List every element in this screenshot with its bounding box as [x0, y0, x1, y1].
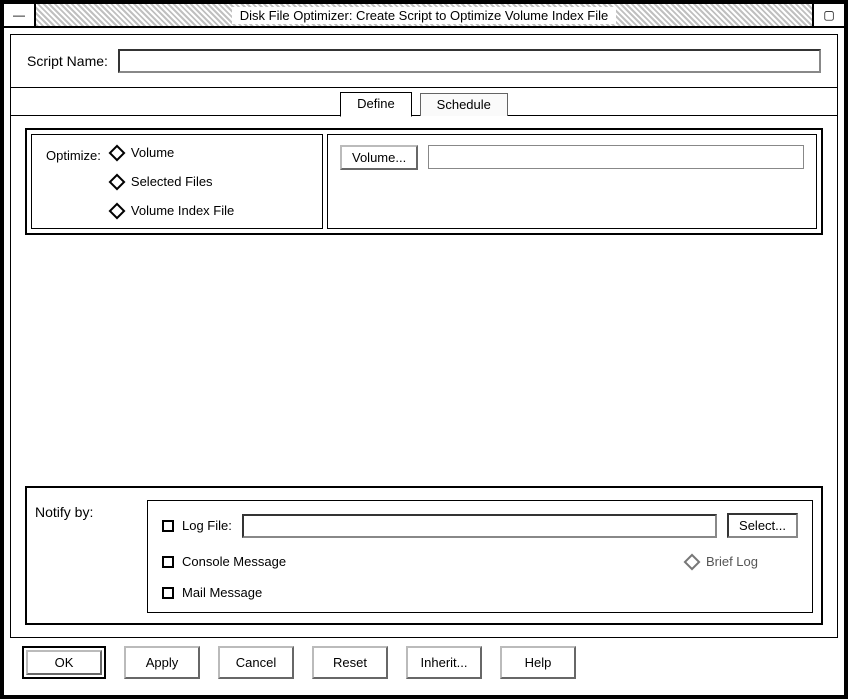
- ok-button[interactable]: OK: [26, 650, 102, 675]
- logfile-checkbox-label: Log File:: [182, 518, 232, 533]
- checkbox-icon: [162, 520, 174, 532]
- checkbox-icon: [162, 556, 174, 568]
- window-menu-icon: —: [13, 8, 25, 22]
- console-message-checkbox[interactable]: Console Message: [162, 554, 286, 569]
- tab-define[interactable]: Define: [340, 92, 412, 117]
- logfile-input[interactable]: [242, 514, 717, 538]
- ok-button-default-ring: OK: [22, 646, 106, 679]
- main-panel: Script Name: Define Schedule Opti: [10, 34, 838, 638]
- button-bar: OK Apply Cancel Reset Inherit... Help: [10, 638, 838, 689]
- mail-message-label: Mail Message: [182, 585, 262, 600]
- apply-button-label: Apply: [146, 655, 179, 670]
- optimize-row: Optimize: Volume Selected Files: [31, 134, 817, 229]
- define-tab-body: Optimize: Volume Selected Files: [11, 116, 837, 637]
- notify-group: Notify by: Log File: Select...: [25, 486, 823, 625]
- checkbox-icon: [162, 587, 174, 599]
- notify-console-line: Console Message Brief Log: [162, 554, 798, 569]
- window-menu-button[interactable]: —: [4, 4, 36, 26]
- inherit-button-label: Inherit...: [421, 655, 468, 670]
- brief-log-radio[interactable]: Brief Log: [686, 554, 758, 569]
- diamond-icon: [108, 202, 125, 219]
- reset-button-label: Reset: [333, 655, 367, 670]
- tab-strip: Define Schedule: [11, 88, 837, 116]
- diamond-icon: [108, 144, 125, 161]
- cancel-button-label: Cancel: [236, 655, 276, 670]
- optimize-group: Optimize: Volume Selected Files: [25, 128, 823, 235]
- ok-button-label: OK: [55, 655, 74, 670]
- volume-display: [428, 145, 804, 169]
- maximize-button[interactable]: ▢: [812, 4, 844, 26]
- titlebar-drag-area[interactable]: Disk File Optimizer: Create Script to Op…: [36, 4, 812, 26]
- volume-button-label: Volume...: [352, 150, 406, 165]
- tab-schedule-label: Schedule: [437, 97, 491, 112]
- cancel-button[interactable]: Cancel: [218, 646, 294, 679]
- optimize-label: Optimize:: [46, 148, 101, 218]
- optimize-radio-volume[interactable]: Volume: [111, 145, 234, 160]
- inherit-button[interactable]: Inherit...: [406, 646, 482, 679]
- optimize-options-panel: Optimize: Volume Selected Files: [31, 134, 323, 229]
- notify-inner-panel: Log File: Select... Console Message: [147, 500, 813, 613]
- brief-log-label: Brief Log: [706, 554, 758, 569]
- diamond-icon: [108, 173, 125, 190]
- optimize-radio-group: Volume Selected Files Volume Index File: [111, 145, 234, 218]
- mail-message-checkbox[interactable]: Mail Message: [162, 585, 262, 600]
- console-message-label: Console Message: [182, 554, 286, 569]
- script-name-input[interactable]: [118, 49, 821, 73]
- optimize-radio-volume-label: Volume: [131, 145, 174, 160]
- notify-logfile-line: Log File: Select...: [162, 513, 798, 538]
- diamond-icon: [683, 553, 700, 570]
- reset-button[interactable]: Reset: [312, 646, 388, 679]
- script-name-label: Script Name:: [27, 53, 108, 69]
- logfile-select-button-label: Select...: [739, 518, 786, 533]
- help-button[interactable]: Help: [500, 646, 576, 679]
- volume-button[interactable]: Volume...: [340, 145, 418, 170]
- optimize-radio-selected-files[interactable]: Selected Files: [111, 174, 234, 189]
- maximize-icon: ▢: [823, 8, 834, 22]
- window: — Disk File Optimizer: Create Script to …: [0, 0, 848, 699]
- optimize-radio-volume-index-file[interactable]: Volume Index File: [111, 203, 234, 218]
- titlebar: — Disk File Optimizer: Create Script to …: [4, 4, 844, 28]
- optimize-radio-volume-index-file-label: Volume Index File: [131, 203, 234, 218]
- script-name-row: Script Name:: [11, 35, 837, 88]
- tab-schedule[interactable]: Schedule: [420, 93, 508, 116]
- help-button-label: Help: [525, 655, 552, 670]
- optimize-volume-panel: Volume...: [327, 134, 817, 229]
- logfile-select-button[interactable]: Select...: [727, 513, 798, 538]
- notify-mail-line: Mail Message: [162, 585, 798, 600]
- spacer: [25, 235, 823, 486]
- apply-button[interactable]: Apply: [124, 646, 200, 679]
- window-title: Disk File Optimizer: Create Script to Op…: [232, 7, 616, 24]
- logfile-checkbox[interactable]: Log File:: [162, 518, 232, 533]
- client-area: Script Name: Define Schedule Opti: [4, 28, 844, 695]
- optimize-radio-selected-files-label: Selected Files: [131, 174, 213, 189]
- notify-label: Notify by:: [35, 504, 93, 520]
- tab-define-label: Define: [357, 96, 395, 111]
